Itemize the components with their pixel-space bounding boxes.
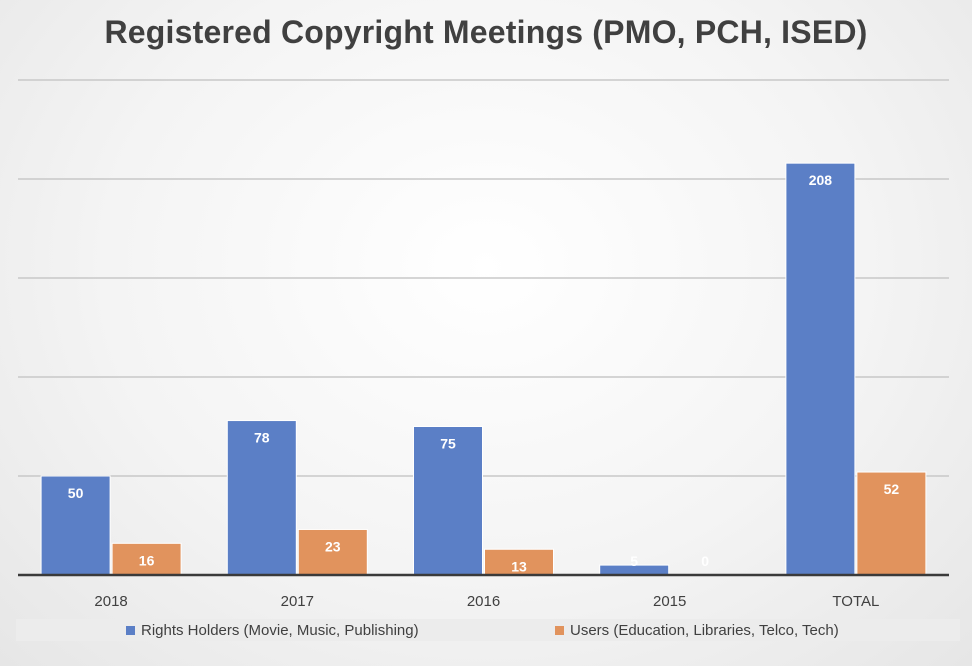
legend-swatch-users bbox=[555, 625, 564, 635]
data-label: 13 bbox=[511, 558, 527, 574]
bar-rights-holders-total bbox=[785, 162, 856, 576]
bar-rights-holders-2018 bbox=[40, 475, 111, 576]
x-tick-label: 2017 bbox=[281, 593, 314, 610]
data-label: 50 bbox=[68, 485, 84, 501]
bar-users-total bbox=[856, 471, 927, 576]
data-label: 0 bbox=[701, 553, 709, 569]
bar-rights-holders-2017 bbox=[226, 420, 297, 576]
x-tick-label: 2018 bbox=[94, 593, 127, 610]
x-tick-label: 2015 bbox=[653, 593, 686, 610]
legend-item-rights-holders: Rights Holders (Movie, Music, Publishing… bbox=[126, 622, 419, 639]
bar-users-2017 bbox=[297, 528, 368, 576]
x-tick-label: TOTAL bbox=[832, 593, 879, 610]
data-label: 16 bbox=[139, 552, 155, 568]
legend-label-users: Users (Education, Libraries, Telco, Tech… bbox=[570, 621, 839, 639]
bar-rights-holders-2016 bbox=[413, 426, 483, 576]
data-label: 75 bbox=[440, 436, 456, 452]
legend: Rights Holders (Movie, Music, Publishing… bbox=[16, 619, 960, 641]
x-tick-labels: 2018 2017 2016 2015 TOTAL bbox=[94, 593, 879, 610]
legend-label-rights-holders: Rights Holders (Movie, Music, Publishing… bbox=[141, 621, 419, 639]
legend-item-users: Users (Education, Libraries, Telco, Tech… bbox=[555, 622, 839, 639]
bar-users-2016 bbox=[484, 548, 554, 576]
x-tick-label: 2016 bbox=[467, 593, 500, 610]
data-label: 5 bbox=[630, 553, 638, 569]
data-label: 52 bbox=[884, 481, 900, 497]
chart-title: Registered Copyright Meetings (PMO, PCH,… bbox=[104, 14, 868, 50]
legend-swatch-rights-holders bbox=[126, 625, 135, 635]
data-label: 208 bbox=[809, 172, 833, 188]
data-label: 23 bbox=[325, 538, 341, 554]
data-label: 78 bbox=[254, 430, 270, 446]
